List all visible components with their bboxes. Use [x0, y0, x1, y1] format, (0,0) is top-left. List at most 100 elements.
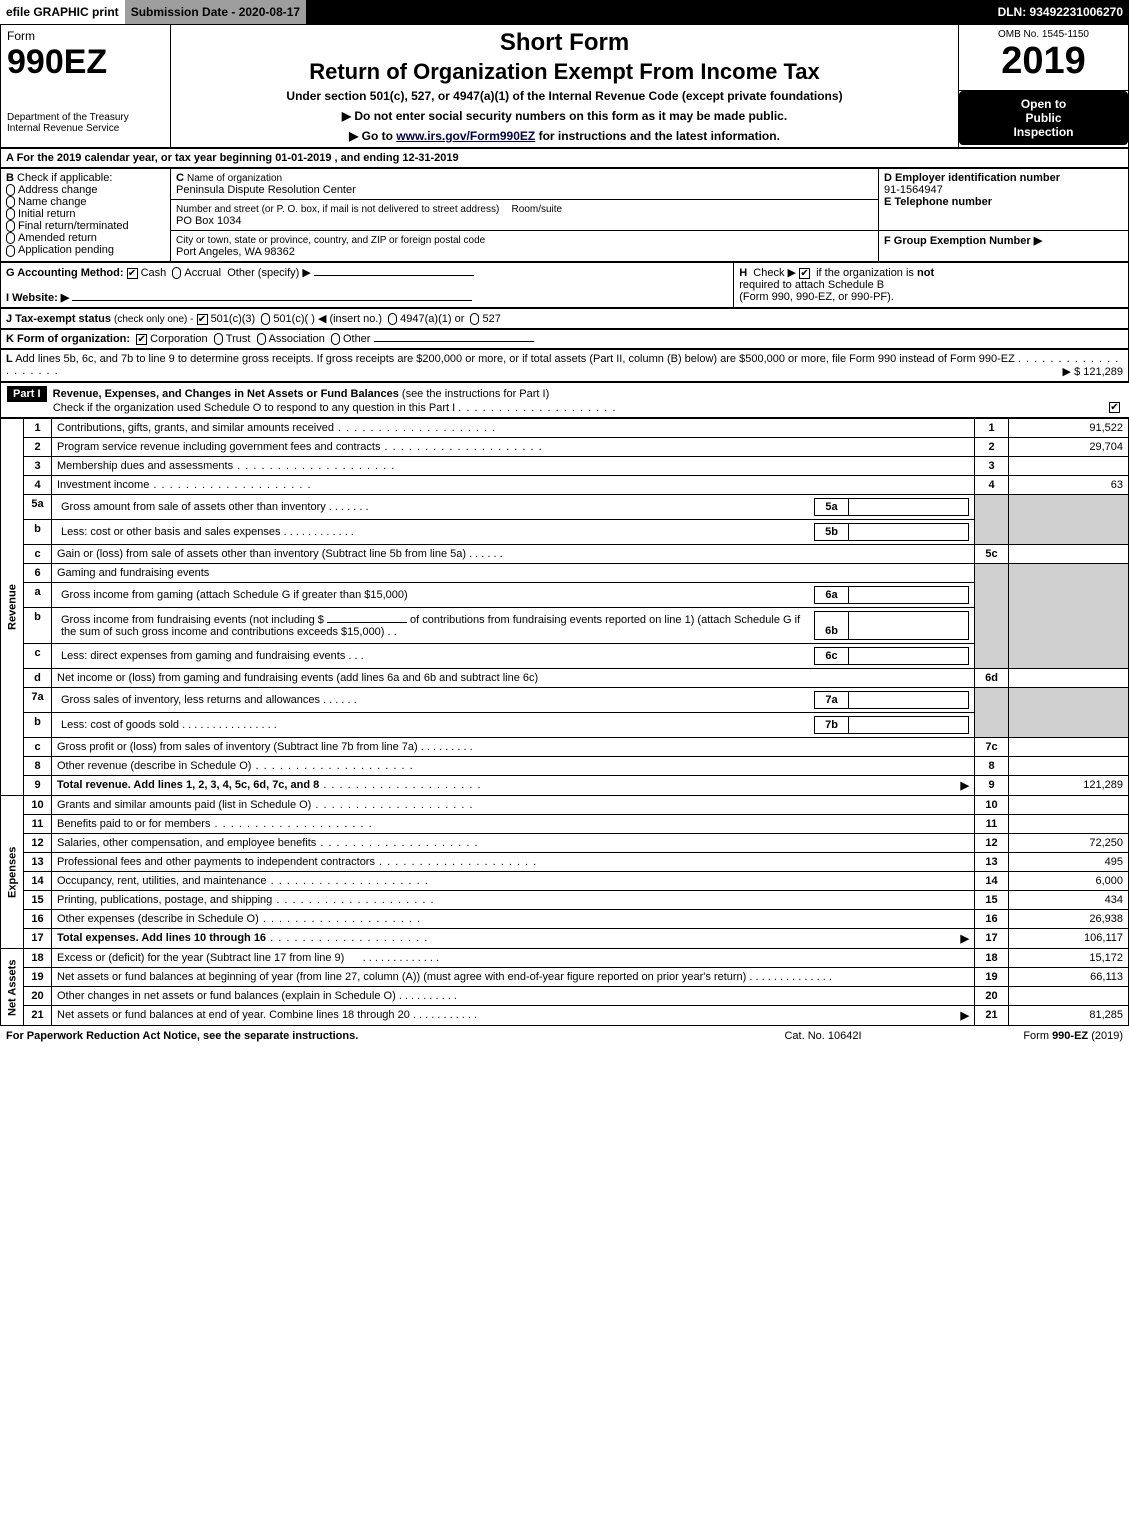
- d15: Printing, publications, postage, and shi…: [57, 894, 272, 906]
- c12: 12: [975, 834, 1009, 853]
- n6d: d: [24, 669, 52, 688]
- arrow17: ▶: [961, 932, 969, 945]
- org-name-label: Name of organization: [187, 173, 282, 184]
- c7c: 7c: [975, 738, 1009, 757]
- n6b: b: [24, 608, 52, 644]
- l-amount: ▶ $ 121,289: [1063, 365, 1123, 378]
- part1-label: Part I: [7, 386, 47, 402]
- a1: 91,522: [1009, 419, 1129, 438]
- chk-527[interactable]: [470, 313, 479, 325]
- lbl-name-change: Name change: [18, 196, 87, 208]
- part1-title: Revenue, Expenses, and Changes in Net As…: [53, 388, 399, 400]
- ia6b: [849, 612, 969, 640]
- h-text3: required to attach Schedule B: [739, 279, 884, 291]
- open2: Public: [963, 111, 1124, 125]
- org-name: Peninsula Dispute Resolution Center: [176, 184, 356, 196]
- n10: 10: [24, 796, 52, 815]
- box-d-label: D Employer identification number: [884, 172, 1060, 184]
- city-label: City or town, state or province, country…: [176, 235, 485, 246]
- d11: Benefits paid to or for members: [57, 818, 210, 830]
- lbl-other-method: Other (specify) ▶: [227, 267, 311, 279]
- lbl-corp: Corporation: [150, 333, 207, 345]
- dots10: [311, 799, 473, 811]
- chk-cash[interactable]: [127, 268, 138, 279]
- other-org-input[interactable]: [374, 341, 534, 342]
- d13: Professional fees and other payments to …: [57, 856, 375, 868]
- website-input[interactable]: [72, 300, 472, 301]
- form-number: 990EZ: [7, 43, 164, 82]
- ia6a: [849, 587, 969, 604]
- box-f-label: F Group Exemption Number ▶: [884, 235, 1042, 247]
- lbl-assoc: Association: [269, 333, 325, 345]
- chk-other-org[interactable]: [331, 333, 340, 345]
- other-method-input[interactable]: [314, 275, 474, 276]
- dept-line2: Internal Revenue Service: [7, 123, 164, 134]
- c9: 9: [975, 776, 1009, 796]
- chk-name-change[interactable]: [6, 196, 15, 208]
- gh-row: G Accounting Method: Cash Accrual Other …: [0, 262, 1129, 308]
- chk-app-pending[interactable]: [6, 245, 15, 257]
- a13: 495: [1009, 853, 1129, 872]
- c21: 21: [975, 1006, 1009, 1026]
- entity-info: B Check if applicable: Address change Na…: [0, 168, 1129, 262]
- c16: 16: [975, 910, 1009, 929]
- 6b-amount-input[interactable]: [327, 622, 407, 623]
- d20: Other changes in net assets or fund bala…: [57, 990, 396, 1002]
- period-row: A For the 2019 calendar year, or tax yea…: [0, 148, 1129, 168]
- chk-501c3[interactable]: [197, 314, 208, 325]
- d6: Gaming and fundraising events: [52, 564, 975, 583]
- chk-corp[interactable]: [136, 334, 147, 345]
- chk-address-change[interactable]: [6, 184, 15, 196]
- chk-final[interactable]: [6, 220, 15, 232]
- irs-link[interactable]: www.irs.gov/Form990EZ: [396, 129, 535, 143]
- chk-4947[interactable]: [388, 313, 397, 325]
- n16: 16: [24, 910, 52, 929]
- d3: Membership dues and assessments: [57, 460, 233, 472]
- line-l-label: L: [6, 353, 13, 365]
- chk-schedule-o[interactable]: [1109, 402, 1120, 413]
- lbl-accrual: Accrual: [184, 267, 221, 279]
- a17: 106,117: [1009, 929, 1129, 949]
- chk-assoc[interactable]: [257, 333, 266, 345]
- a18: 15,172: [1009, 949, 1129, 968]
- part1-header: Part I Revenue, Expenses, and Changes in…: [0, 382, 1129, 418]
- line-j-label: J Tax-exempt status: [6, 313, 111, 325]
- open-inspection: Open to Public Inspection: [959, 91, 1128, 145]
- c5c: 5c: [975, 545, 1009, 564]
- d5b: Less: cost or other basis and sales expe…: [61, 526, 281, 538]
- submission-date: Submission Date - 2020-08-17: [125, 0, 306, 24]
- d5a: Gross amount from sale of assets other t…: [61, 501, 326, 513]
- d6c: Less: direct expenses from gaming and fu…: [61, 650, 345, 662]
- n6a: a: [24, 583, 52, 608]
- chk-501c[interactable]: [261, 313, 270, 325]
- ic5a: 5a: [815, 499, 849, 516]
- footer-center: Cat. No. 10642I: [723, 1030, 923, 1042]
- d6a: Gross income from gaming (attach Schedul…: [61, 589, 408, 601]
- ia5a: [849, 499, 969, 516]
- n5b: b: [24, 520, 52, 545]
- c13: 13: [975, 853, 1009, 872]
- k-row: K Form of organization: Corporation Trus…: [0, 329, 1129, 349]
- chk-trust[interactable]: [214, 333, 223, 345]
- d6d: Net income or (loss) from gaming and fun…: [52, 669, 975, 688]
- a2: 29,704: [1009, 438, 1129, 457]
- n20: 20: [24, 987, 52, 1006]
- n8: 8: [24, 757, 52, 776]
- chk-accrual[interactable]: [172, 267, 181, 279]
- d19: Net assets or fund balances at beginning…: [57, 971, 746, 983]
- chk-amended[interactable]: [6, 232, 15, 244]
- ic5b: 5b: [815, 524, 849, 541]
- subtitle: Under section 501(c), 527, or 4947(a)(1)…: [177, 89, 952, 103]
- line-i-label: I Website: ▶: [6, 292, 69, 304]
- dots4: [149, 479, 311, 491]
- street: PO Box 1034: [176, 215, 241, 227]
- ia6c: [849, 648, 969, 665]
- spacer: [306, 0, 991, 24]
- n3: 3: [24, 457, 52, 476]
- ia5b: [849, 524, 969, 541]
- dots16: [259, 913, 421, 925]
- lbl-4947: 4947(a)(1) or: [400, 313, 464, 325]
- efile-print-label[interactable]: efile GRAPHIC print: [0, 0, 125, 24]
- chk-h[interactable]: [799, 268, 810, 279]
- chk-initial[interactable]: [6, 208, 15, 220]
